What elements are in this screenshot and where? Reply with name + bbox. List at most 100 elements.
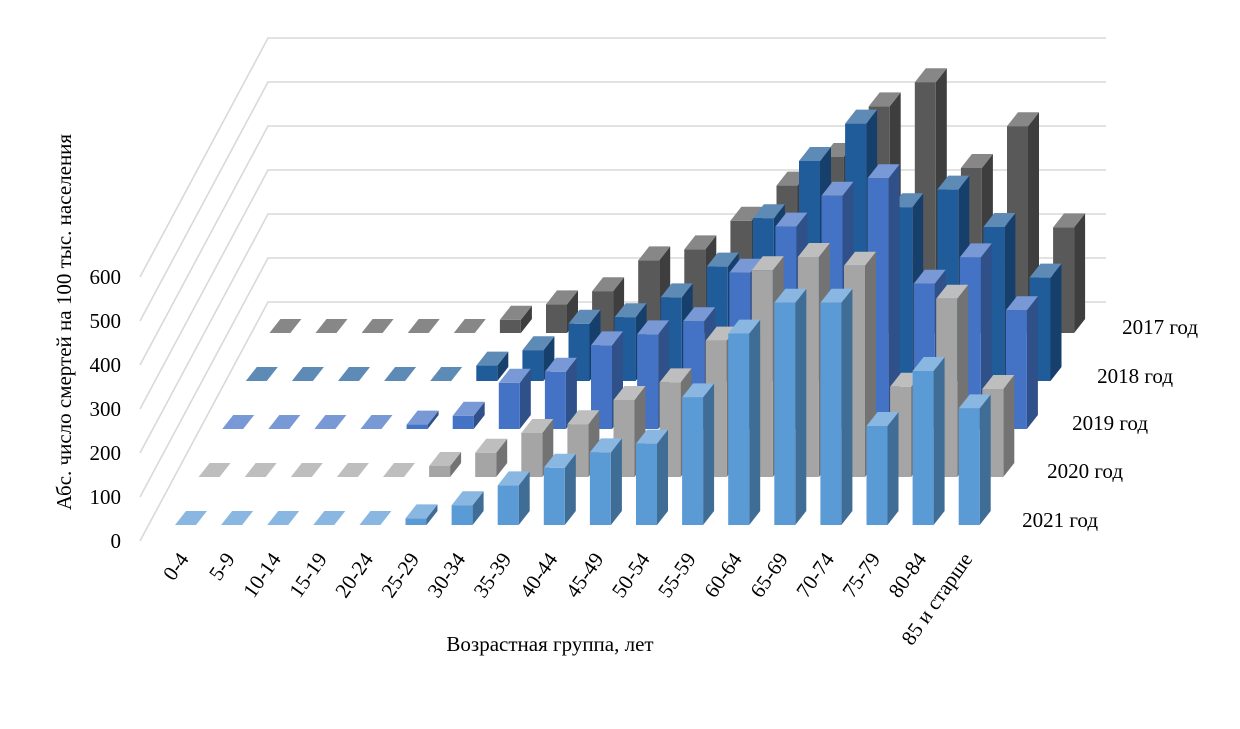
bar	[774, 288, 807, 525]
x-tick-label: 60-64	[699, 548, 747, 602]
bar-side	[496, 438, 508, 477]
bar-front	[589, 452, 611, 525]
bar-front	[912, 371, 934, 525]
bar-top	[659, 368, 692, 383]
bar-top	[244, 463, 277, 477]
bar-front	[405, 518, 427, 525]
bar-side	[610, 438, 622, 525]
bar-top	[314, 415, 347, 429]
bar	[314, 415, 347, 429]
bar-front	[498, 382, 520, 429]
bar-top	[682, 383, 715, 398]
y-tick-label: 400	[90, 353, 122, 377]
bar-front	[475, 452, 497, 477]
bar-top	[751, 256, 784, 271]
y-tick-label: 0	[111, 529, 122, 553]
bar-side	[657, 429, 668, 525]
bar-front	[774, 302, 796, 525]
bar-side	[427, 410, 439, 429]
bar-side	[933, 357, 945, 525]
bar	[244, 463, 277, 477]
bar	[636, 429, 668, 525]
bar-top	[290, 463, 323, 477]
bar-top	[637, 320, 670, 335]
bar-top	[706, 252, 739, 267]
bar-top	[336, 463, 369, 477]
x-tick-label: 80-84	[883, 548, 931, 602]
bar-front	[728, 333, 750, 525]
bar-top	[983, 213, 1016, 227]
bar-top	[636, 429, 668, 444]
bar-top	[476, 351, 509, 366]
y-tick-label: 300	[90, 397, 122, 421]
bar-top	[960, 154, 993, 168]
bar-front	[476, 365, 498, 381]
bar	[543, 453, 576, 525]
bar	[405, 504, 438, 525]
bar-top	[958, 394, 991, 409]
bar	[452, 401, 485, 429]
bar-top	[544, 357, 577, 372]
bar-top	[821, 181, 854, 196]
bar-top	[475, 438, 508, 453]
x-tick-label: 10-14	[238, 548, 286, 602]
x-tick-label: 35-39	[469, 548, 517, 602]
bar-top	[959, 243, 992, 258]
bar-side	[564, 453, 576, 525]
bar	[384, 367, 417, 381]
bar-top	[705, 326, 738, 341]
bar	[497, 471, 530, 525]
bar-side	[979, 394, 991, 525]
bar-top	[430, 367, 463, 381]
bar	[360, 415, 393, 429]
bar-top	[546, 290, 578, 305]
series-label: 2019 год	[1072, 411, 1148, 435]
bar-top	[589, 438, 622, 453]
bar-top	[361, 319, 394, 333]
bar	[498, 368, 531, 429]
bar-side	[1050, 263, 1062, 381]
bar-top	[1005, 296, 1038, 311]
bar-side	[1026, 296, 1038, 429]
bar-front	[497, 485, 519, 525]
bar-top	[405, 504, 438, 519]
bar-side	[520, 305, 532, 333]
bar-top	[429, 452, 462, 466]
bar	[866, 412, 899, 525]
bar-front	[636, 443, 657, 525]
bar-top	[936, 284, 969, 299]
x-tick-label: 75-79	[837, 548, 885, 602]
bar-top	[982, 375, 1015, 389]
bar-top	[844, 251, 876, 266]
x-tick-label: 25-29	[376, 548, 424, 602]
bar-front	[958, 408, 980, 525]
bar-side	[841, 288, 853, 525]
gridline	[139, 81, 1106, 322]
bar-front	[820, 302, 842, 525]
bar-top	[498, 368, 531, 383]
bar-top	[845, 109, 878, 124]
bar-top	[315, 319, 348, 333]
bar	[430, 367, 463, 381]
bar-side	[1074, 213, 1086, 333]
bar-side	[426, 504, 438, 525]
x-tick-label: 40-44	[515, 548, 563, 602]
bar	[406, 410, 439, 429]
bar	[589, 438, 622, 525]
bars	[175, 68, 1086, 525]
bar-top	[913, 269, 946, 284]
x-tick-label: 5-9	[204, 548, 240, 585]
bar-top	[268, 415, 301, 429]
bar	[221, 511, 254, 525]
bar-top	[451, 491, 484, 506]
bar-top	[222, 415, 255, 429]
bar-top	[591, 331, 623, 346]
bar-top	[543, 453, 576, 468]
bar-top	[338, 367, 370, 381]
bar	[336, 463, 369, 477]
bar-top	[684, 235, 717, 250]
bar-top	[175, 511, 207, 525]
bar-top	[1029, 263, 1062, 278]
gridline	[139, 37, 1106, 278]
bar-side	[473, 401, 485, 429]
